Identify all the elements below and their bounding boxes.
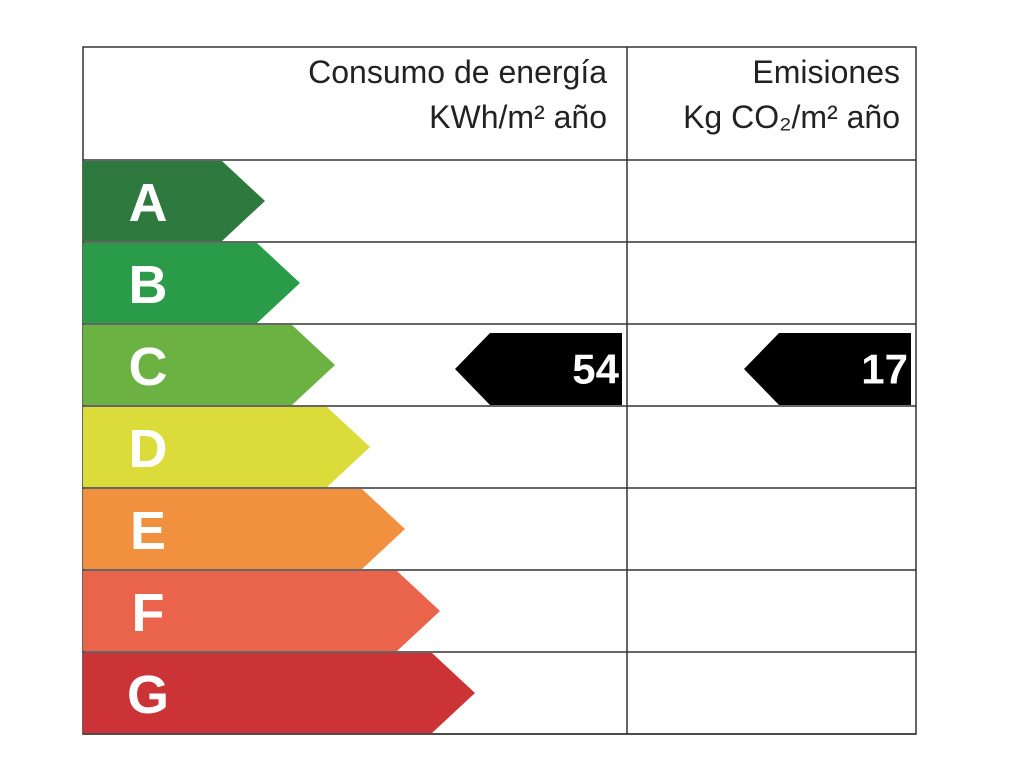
class-arrow: [83, 243, 300, 323]
indicator-value: 17: [861, 346, 908, 393]
class-arrow: [83, 161, 265, 241]
class-arrow: [83, 325, 335, 405]
class-letter: D: [129, 419, 168, 479]
header-text: Consumo de energía: [308, 54, 607, 90]
class-letter: C: [129, 337, 168, 397]
class-letter: A: [129, 173, 168, 233]
indicator-value: 54: [572, 346, 619, 393]
class-arrow: [83, 489, 405, 569]
header-text: Kg CO₂/m² año: [683, 99, 900, 135]
class-arrow: [83, 407, 370, 487]
class-letter: E: [130, 501, 166, 561]
class-arrow: [83, 653, 475, 733]
value-indicator: [455, 333, 622, 405]
header-text: Emisiones: [752, 54, 900, 90]
class-letter: B: [129, 255, 168, 315]
header-text: KWh/m² año: [429, 99, 607, 135]
class-arrow: [83, 571, 440, 651]
value-indicator: [744, 333, 911, 405]
class-letter: G: [127, 665, 169, 725]
class-letter: F: [132, 583, 165, 643]
